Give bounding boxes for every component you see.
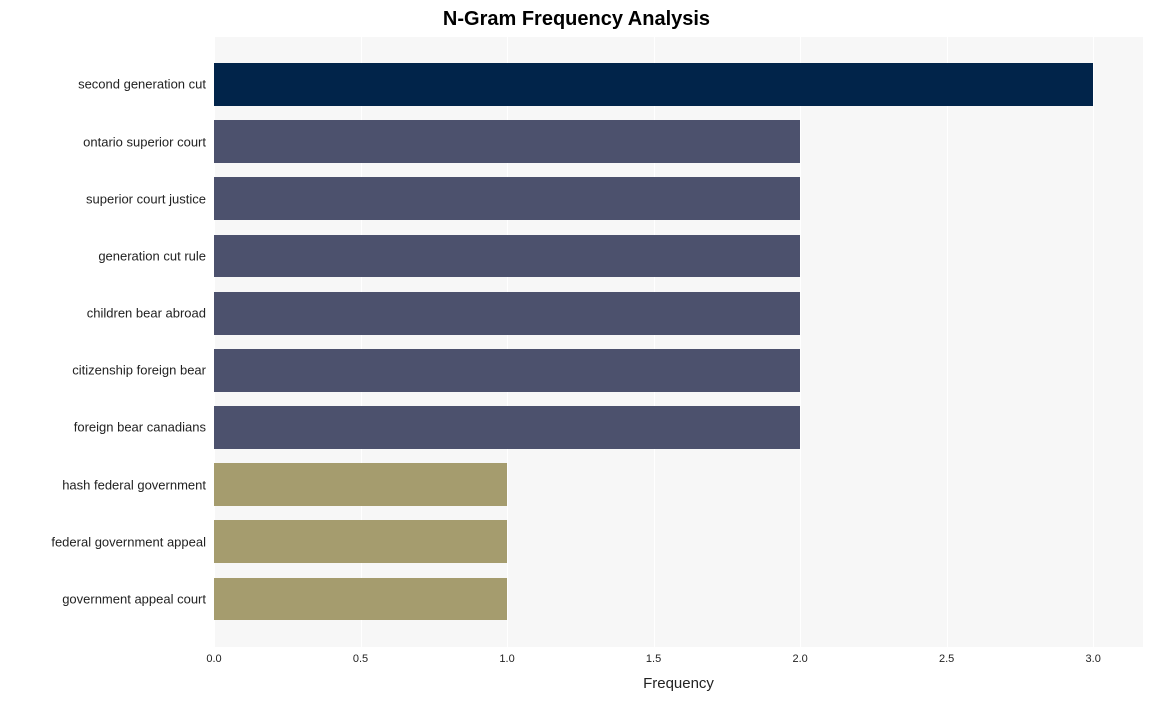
y-tick-label: foreign bear canadians [0,420,206,435]
plot-area: 0.00.51.01.52.02.53.0 [214,37,1143,647]
bar [214,349,800,392]
x-tick-label: 1.0 [499,653,514,665]
grid-line [800,37,801,647]
y-tick-label: federal government appeal [0,534,206,549]
y-tick-label: hash federal government [0,477,206,492]
x-axis-title: Frequency [214,675,1143,692]
chart-title: N-Gram Frequency Analysis [0,8,1153,31]
bar [214,235,800,278]
y-tick-label: government appeal court [0,591,206,606]
y-tick-label: second generation cut [0,77,206,92]
grid-line [947,37,948,647]
bar [214,63,1093,106]
x-tick-label: 1.5 [646,653,661,665]
bar [214,177,800,220]
x-tick-label: 2.0 [792,653,807,665]
bar [214,120,800,163]
grid-line [1093,37,1094,647]
y-tick-label: ontario superior court [0,134,206,149]
bar [214,520,507,563]
bar [214,463,507,506]
x-tick-label: 0.0 [206,653,221,665]
bar [214,292,800,335]
y-tick-label: citizenship foreign bear [0,363,206,378]
bar [214,406,800,449]
x-tick-label: 2.5 [939,653,954,665]
y-tick-label: superior court justice [0,191,206,206]
y-tick-label: children bear abroad [0,306,206,321]
bar [214,578,507,621]
x-tick-label: 3.0 [1086,653,1101,665]
y-tick-label: generation cut rule [0,248,206,263]
x-tick-label: 0.5 [353,653,368,665]
ngram-frequency-chart: N-Gram Frequency Analysis 0.00.51.01.52.… [0,0,1153,701]
